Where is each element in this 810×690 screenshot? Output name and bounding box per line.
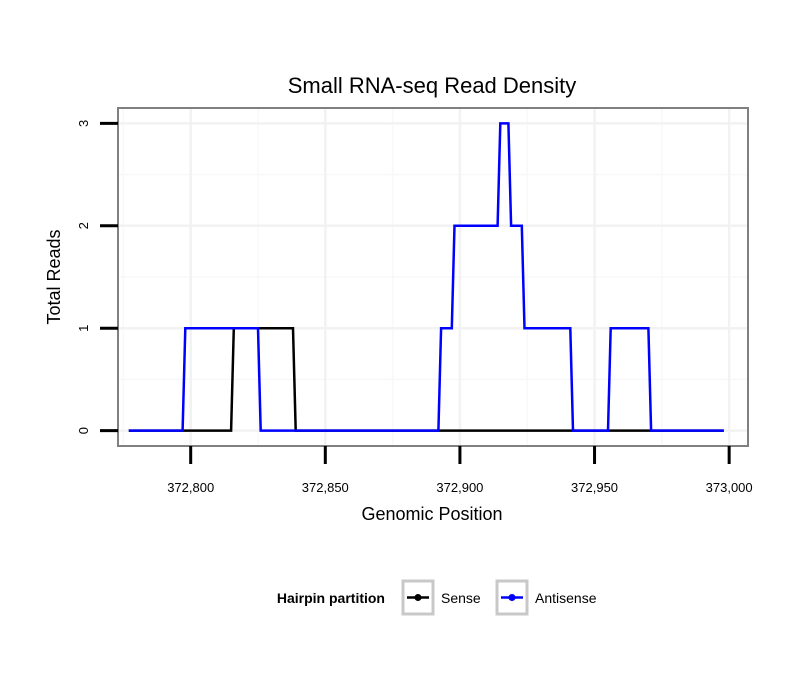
x-tick-label: 372,950 (571, 480, 618, 495)
axes: 372,800 372,850 372,900 372,950 373,000 0 1 2 3 (76, 120, 753, 495)
y-tick-label: 0 (76, 427, 91, 434)
legend-point-antisense (508, 594, 516, 601)
legend-item-sense: Sense (401, 579, 481, 616)
series-lines (128, 122, 724, 432)
chart-title: Small RNA-seq Read Density (288, 73, 577, 98)
legend-point-sense (414, 594, 422, 601)
y-axis-title: Total Reads (44, 229, 64, 324)
legend-label-antisense: Antisense (535, 590, 597, 606)
x-tick-label: 373,000 (706, 480, 753, 495)
y-tick-label: 2 (76, 222, 91, 229)
x-tick-label: 372,800 (167, 480, 214, 495)
legend: Hairpin partition Sense Antisense (277, 579, 597, 616)
series-line-antisense (128, 122, 724, 432)
legend-items: Sense Antisense (401, 579, 597, 616)
plot-panel-border (117, 107, 749, 447)
x-tick-label: 372,900 (436, 480, 483, 495)
legend-label-sense: Sense (441, 590, 481, 606)
x-tick-label: 372,850 (302, 480, 349, 495)
legend-title: Hairpin partition (277, 590, 385, 606)
y-tick-label: 3 (76, 120, 91, 127)
legend-item-antisense: Antisense (495, 579, 597, 616)
x-axis-title: Genomic Position (361, 504, 502, 524)
y-tick-label: 1 (76, 325, 91, 332)
